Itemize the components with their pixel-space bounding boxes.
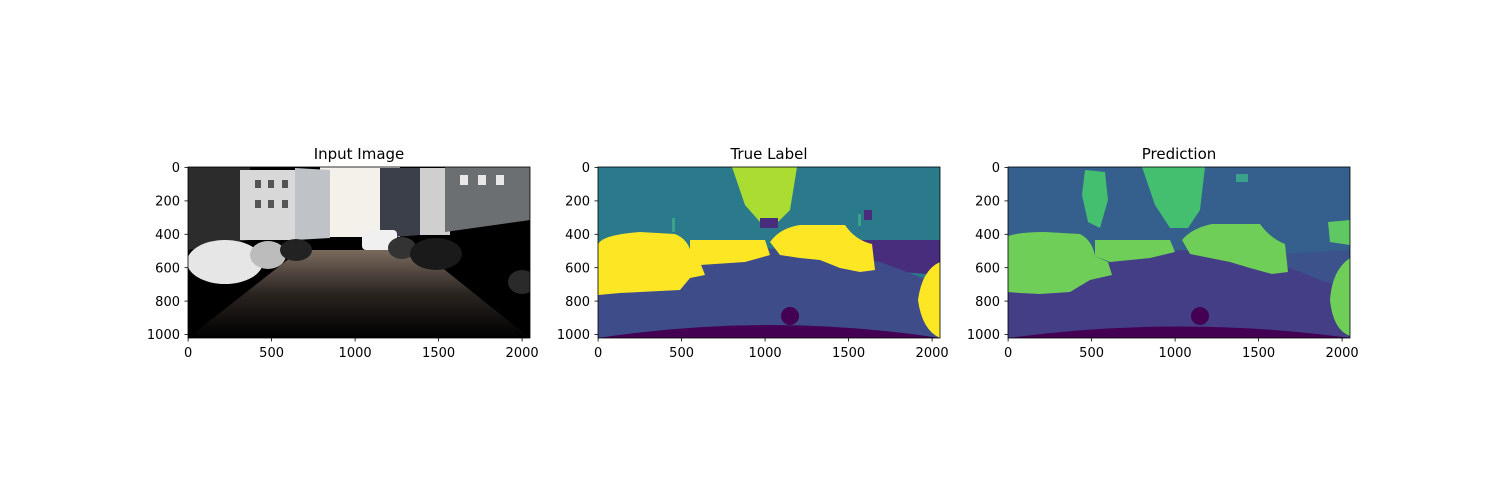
x-tick-label: 0 bbox=[1004, 346, 1012, 361]
y-tick-label: 800 bbox=[155, 295, 180, 310]
input-image-panel: Input Image bbox=[147, 145, 539, 361]
x-tick-label: 1000 bbox=[339, 346, 372, 361]
tl-car-right bbox=[770, 225, 875, 272]
y-tick-label: 600 bbox=[565, 262, 590, 277]
true-label-mask bbox=[598, 167, 940, 338]
y-tick-label: 600 bbox=[155, 262, 180, 277]
x-tick-label: 1500 bbox=[832, 346, 865, 361]
prediction-x-axis: 0 500 1000 1500 2000 bbox=[1004, 338, 1359, 361]
prediction-panel: Prediction bbox=[967, 145, 1359, 361]
tl-manhole bbox=[781, 307, 799, 325]
pr-sidewalk bbox=[1270, 250, 1350, 290]
x-tick-label: 1000 bbox=[749, 346, 782, 361]
input-image-x-axis: 0 500 1000 1500 2000 bbox=[184, 338, 539, 361]
x-tick-label: 1500 bbox=[422, 346, 455, 361]
y-tick-label: 1000 bbox=[147, 328, 180, 343]
y-tick-label: 800 bbox=[565, 295, 590, 310]
input-image-photo bbox=[188, 167, 530, 338]
y-tick-label: 800 bbox=[975, 295, 1000, 310]
tl-ego-vehicle bbox=[598, 325, 940, 338]
x-tick-label: 1000 bbox=[1159, 346, 1192, 361]
x-tick-label: 500 bbox=[1079, 346, 1104, 361]
true-label-title: True Label bbox=[729, 145, 807, 163]
tl-car-left bbox=[598, 232, 705, 295]
y-tick-label: 1000 bbox=[967, 328, 1000, 343]
y-tick-label: 400 bbox=[565, 228, 590, 243]
input-image-title: Input Image bbox=[314, 145, 405, 163]
y-tick-label: 1000 bbox=[557, 328, 590, 343]
prediction-title: Prediction bbox=[1142, 145, 1217, 163]
true-label-x-axis: 0 500 1000 1500 2000 bbox=[594, 338, 949, 361]
tl-car-far-right bbox=[918, 262, 940, 338]
prediction-y-axis: 0 200 400 600 800 1000 bbox=[967, 161, 1008, 343]
pr-car-right bbox=[1182, 224, 1288, 274]
x-tick-label: 0 bbox=[184, 346, 192, 361]
pr-sky bbox=[1142, 167, 1205, 228]
pr-manhole bbox=[1191, 307, 1209, 325]
y-tick-label: 200 bbox=[975, 195, 1000, 210]
y-tick-label: 0 bbox=[172, 161, 180, 176]
y-tick-label: 200 bbox=[565, 195, 590, 210]
true-label-y-axis: 0 200 400 600 800 1000 bbox=[557, 161, 598, 343]
y-tick-label: 400 bbox=[975, 228, 1000, 243]
pr-car-left bbox=[1008, 232, 1112, 294]
y-tick-label: 0 bbox=[582, 161, 590, 176]
x-tick-label: 2000 bbox=[1326, 346, 1359, 361]
y-tick-label: 600 bbox=[975, 262, 1000, 277]
x-tick-label: 500 bbox=[259, 346, 284, 361]
pr-car-far-right bbox=[1330, 258, 1350, 336]
y-tick-label: 400 bbox=[155, 228, 180, 243]
x-tick-label: 2000 bbox=[506, 346, 539, 361]
x-tick-label: 2000 bbox=[916, 346, 949, 361]
input-image-y-axis: 0 200 400 600 800 1000 bbox=[147, 161, 188, 343]
x-tick-label: 500 bbox=[669, 346, 694, 361]
tl-sky bbox=[732, 167, 797, 222]
y-tick-label: 200 bbox=[155, 195, 180, 210]
true-label-panel: True Label bbox=[557, 145, 949, 361]
prediction-mask bbox=[1008, 167, 1350, 338]
x-tick-label: 0 bbox=[594, 346, 602, 361]
y-tick-label: 0 bbox=[992, 161, 1000, 176]
x-tick-label: 1500 bbox=[1242, 346, 1275, 361]
pr-ego-vehicle bbox=[1008, 326, 1350, 338]
